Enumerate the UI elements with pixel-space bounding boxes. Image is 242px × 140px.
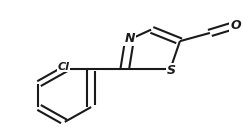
Text: N: N <box>124 32 135 45</box>
Text: Cl: Cl <box>58 62 69 72</box>
Text: O: O <box>230 19 241 32</box>
Text: S: S <box>167 64 176 76</box>
